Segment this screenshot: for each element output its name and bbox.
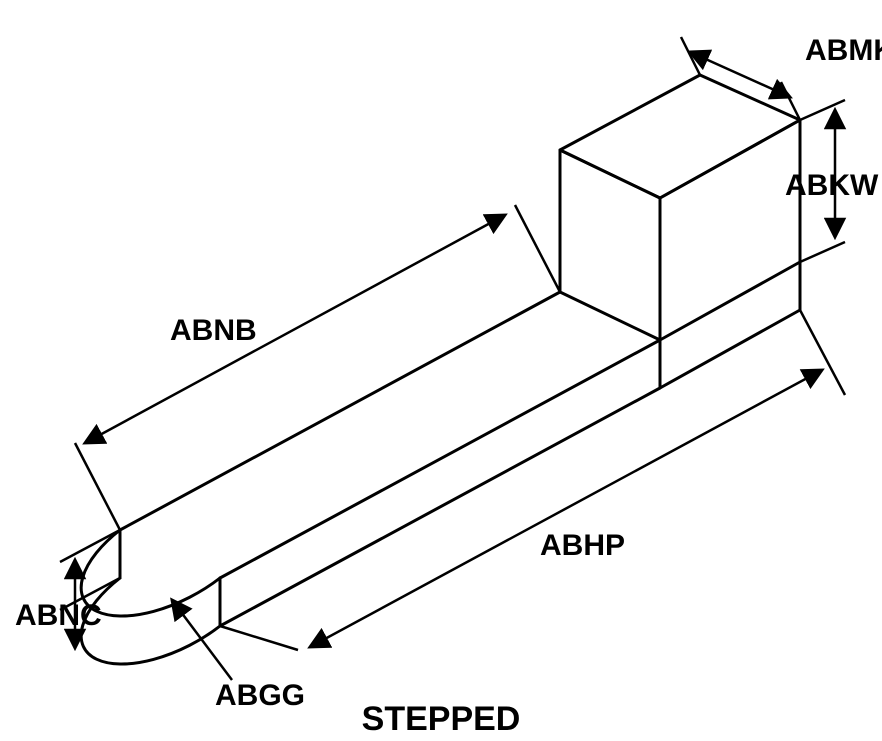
dimension-lines (60, 37, 845, 680)
stepped-key-diagram: ABMK ABKW ABNB ABHP ABNC ABGG STEPPED (0, 0, 882, 741)
diagram-title: STEPPED (362, 700, 521, 738)
label-abnb: ABNB (170, 314, 257, 347)
dimension-labels: ABMK ABKW ABNB ABHP ABNC ABGG STEPPED (15, 34, 882, 738)
label-abkw: ABKW (785, 169, 879, 202)
label-abgg: ABGG (215, 679, 305, 712)
label-abhp: ABHP (540, 529, 625, 562)
label-abnc: ABNC (15, 599, 102, 632)
label-abmk: ABMK (805, 34, 882, 67)
